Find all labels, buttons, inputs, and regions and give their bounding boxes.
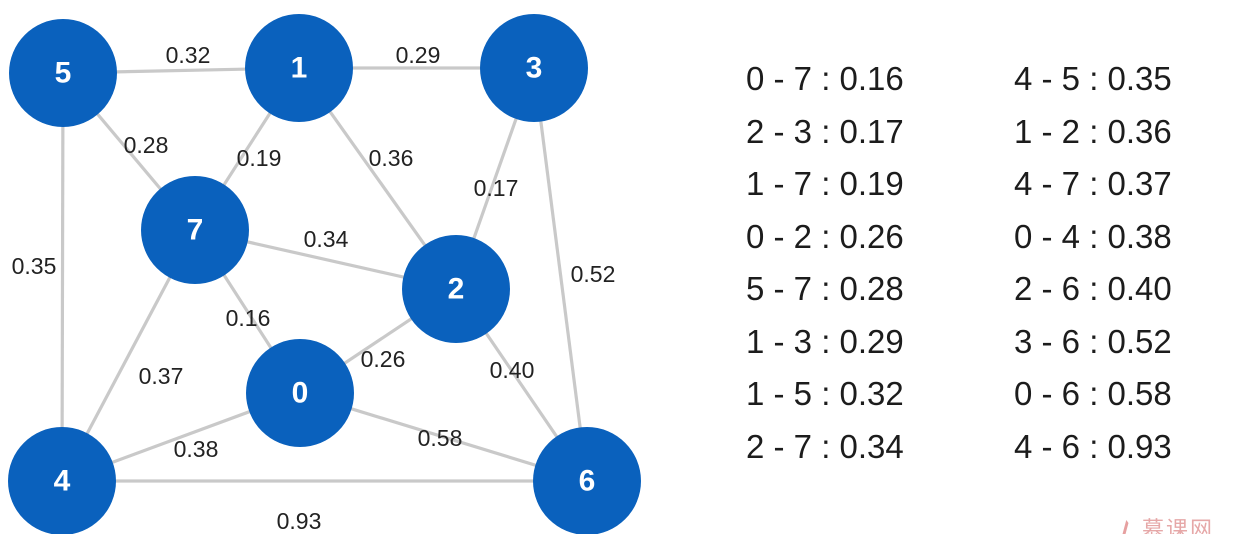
edge-weight-5-4: 0.35 [12,253,57,279]
edge-weight-1-2: 0.36 [369,145,414,171]
edge-weight-3-6: 0.52 [571,261,616,287]
edge-list-entry: 4 - 6 : 0.93 [1014,427,1172,465]
edge-list-entry: 5 - 7 : 0.28 [746,270,904,307]
node-1: 1 [245,14,353,122]
edge-weight-5-1: 0.32 [166,42,211,68]
node-label-6: 6 [579,465,596,498]
edge-list-entry: 1 - 7 : 0.19 [746,165,904,202]
node-5: 5 [9,19,117,127]
watermark-mark-icon [1122,520,1140,534]
edge-list-entry: 4 - 7 : 0.37 [1014,165,1172,202]
edge-list-entry: 0 - 4 : 0.38 [1014,217,1172,255]
node-7: 7 [141,176,249,284]
node-2: 2 [402,235,510,343]
node-label-2: 2 [448,273,465,306]
node-circle-5 [9,19,117,127]
node-label-4: 4 [54,465,71,498]
edge-list-entry: 0 - 6 : 0.58 [1014,375,1172,412]
edge-weight-1-7: 0.19 [237,145,282,171]
edge-list-entry: 2 - 3 : 0.17 [746,112,904,150]
node-label-0: 0 [292,377,309,410]
edge-list-entry: 1 - 2 : 0.36 [1014,112,1172,150]
edge-weight-0-6: 0.58 [418,425,463,451]
node-label-5: 5 [55,57,72,90]
edge-weight-0-4: 0.38 [174,436,219,462]
edge-weight-7-2: 0.34 [304,226,349,252]
node-label-1: 1 [291,52,308,85]
edge-weight-4-6: 0.93 [277,508,322,534]
edge-weights: 0.32 0.29 0.28 0.19 0.36 0.17 0.35 0.34 0.52 0.16… [12,42,616,534]
node-circle-1 [245,14,353,122]
graph-diagram: 0.32 0.29 0.28 0.19 0.36 0.17 0.35 0.34 0.52 0.16… [8,14,641,534]
node-circle-4 [8,427,116,534]
edge-list-entry: 2 - 7 : 0.34 [746,427,904,465]
graph-nodes: 5 1 3 7 2 0 4 6 [8,14,641,534]
edge-list-entry: 1 - 5 : 0.32 [746,375,904,412]
edge-list-right-column: 4 - 5 : 0.35 1 - 2 : 0.36 4 - 7 : 0.37 0… [1014,56,1252,476]
node-0: 0 [246,339,354,447]
node-circle-0 [246,339,354,447]
edge-weight-7-0: 0.16 [226,305,271,331]
node-label-7: 7 [187,214,204,247]
node-3: 3 [480,14,588,122]
edge-weight-1-3: 0.29 [396,42,441,68]
node-circle-2 [402,235,510,343]
edge-weight-3-2: 0.17 [474,175,519,201]
watermark-text: 慕课网 [1142,518,1215,534]
edge-list-left-column: 0 - 7 : 0.16 2 - 3 : 0.17 1 - 7 : 0.19 0… [746,56,986,476]
node-circle-7 [141,176,249,284]
node-circle-3 [480,14,588,122]
edge-weight-7-4: 0.37 [139,363,184,389]
node-label-3: 3 [526,52,543,85]
edge-3-6 [532,67,589,482]
edge-5-4 [60,72,65,482]
edge-weight-5-7: 0.28 [124,132,169,158]
edge-weight-0-2: 0.26 [361,346,406,372]
edge-list-entry: 0 - 2 : 0.26 [746,217,904,255]
watermark-logo: 慕课网 [1122,518,1252,534]
edge-list-entry: 4 - 5 : 0.35 [1014,60,1172,97]
edge-list-entry: 2 - 6 : 0.40 [1014,270,1172,307]
edge-weight-2-6: 0.40 [490,357,535,383]
node-6: 6 [533,427,641,534]
node-circle-6 [533,427,641,534]
edge-list-entry: 3 - 6 : 0.52 [1014,322,1172,360]
edge-list-entry: 0 - 7 : 0.16 [746,60,904,97]
edge-list-entry: 1 - 3 : 0.29 [746,322,904,360]
node-4: 4 [8,427,116,534]
